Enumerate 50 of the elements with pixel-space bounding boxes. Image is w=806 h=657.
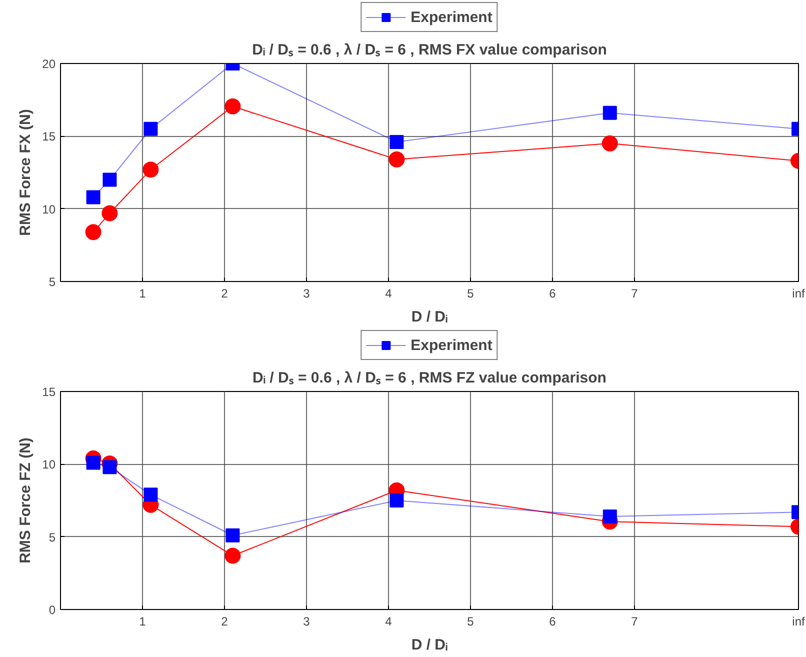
- x-tick-label: 3: [303, 614, 310, 628]
- y-tick-label: 20: [42, 57, 56, 71]
- y-tick-label: 5: [48, 275, 56, 289]
- point: [142, 162, 159, 178]
- x-tick-label: 3: [303, 286, 310, 300]
- y-tick-label: 15: [42, 385, 56, 399]
- x-tick-label: 4: [385, 286, 392, 300]
- point: [144, 122, 158, 136]
- point: [602, 509, 617, 524]
- y-axis-title: RMS Force FZ (N): [17, 438, 34, 564]
- point: [86, 456, 100, 470]
- point: [85, 224, 102, 240]
- x-tick-label: 6: [549, 286, 556, 300]
- point: [102, 205, 118, 222]
- point: [390, 134, 404, 149]
- x-tick-label: inf: [792, 614, 806, 628]
- chart-title: Dᵢ / Dₛ = 0.6 , λ / Dₛ = 6 , RMS FX value comparison: [252, 42, 607, 58]
- y-tick-label: 10: [42, 202, 56, 216]
- x-tick-label: 5: [467, 286, 474, 300]
- x-tick-label: 5: [467, 614, 474, 628]
- point: [224, 548, 241, 564]
- y-axis-title: RMS Force FX (N): [17, 109, 34, 236]
- x-tick-label: 1: [139, 286, 146, 300]
- point: [144, 488, 158, 502]
- y-tick-label: 15: [42, 130, 56, 144]
- point: [388, 151, 405, 168]
- x-axis-title: D / Dᵢ: [411, 636, 448, 654]
- x-tick-label: 6: [549, 614, 556, 628]
- point: [102, 172, 117, 187]
- x-tick-label: inf: [792, 286, 806, 300]
- x-tick-label: 7: [631, 286, 638, 300]
- legend-label: Experiment: [410, 8, 492, 26]
- point: [390, 494, 404, 508]
- x-axis-title: D / Dᵢ: [411, 308, 448, 326]
- point: [226, 528, 240, 542]
- point: [224, 98, 241, 114]
- x-tick-label: 7: [631, 614, 638, 628]
- point: [602, 135, 618, 152]
- x-tick-label: 2: [221, 614, 228, 628]
- x-tick-label: 2: [221, 286, 228, 300]
- y-tick-label: 5: [48, 530, 56, 544]
- x-tick-label: 4: [385, 614, 392, 628]
- legend-label: Experiment: [410, 336, 492, 354]
- point: [86, 190, 100, 204]
- chart-title: Dᵢ / Dₛ = 0.6 , λ / Dₛ = 6 , RMS FZ value comparison: [252, 370, 606, 386]
- point: [602, 106, 617, 120]
- point: [102, 460, 117, 474]
- x-tick-label: 1: [139, 614, 146, 628]
- y-tick-label: 0: [48, 603, 56, 617]
- y-tick-label: 10: [42, 458, 56, 472]
